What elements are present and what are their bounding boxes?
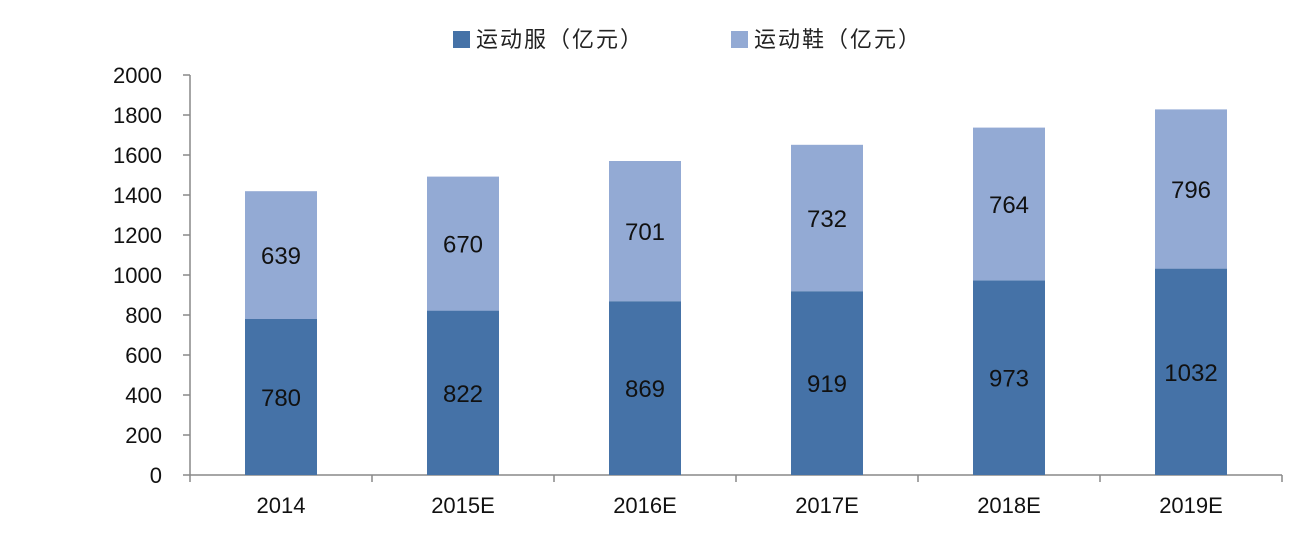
bar-footwear [245, 191, 317, 319]
data-label-footwear: 796 [1171, 177, 1211, 204]
y-tick-label: 200 [125, 423, 162, 448]
bar-apparel [609, 301, 681, 475]
legend-label-footwear: 运动鞋（亿元） [754, 28, 922, 53]
y-tick-label: 400 [125, 383, 162, 408]
data-label-footwear: 732 [807, 206, 847, 233]
y-tick-label: 1000 [113, 263, 162, 288]
data-label-apparel: 780 [261, 385, 301, 412]
bar-apparel [791, 291, 863, 475]
data-label-footwear: 701 [625, 219, 665, 246]
bar-footwear [609, 161, 681, 302]
x-category-label: 2014 [257, 493, 306, 518]
bar-footwear [791, 144, 863, 292]
bar-footwear [427, 176, 499, 311]
legend: 运动服（亿元） 运动鞋（亿元） [453, 28, 922, 53]
data-label-apparel: 973 [989, 366, 1029, 393]
y-tick-label: 600 [125, 343, 162, 368]
data-label-footwear: 764 [989, 192, 1029, 219]
y-tick-label: 0 [150, 463, 162, 488]
y-axis: 0 200 400 600 800 1000 1200 1400 1600 1800 2000 [113, 63, 191, 488]
y-tick-label: 1600 [113, 143, 162, 168]
legend-label-apparel: 运动服（亿元） [476, 28, 644, 53]
x-category-label: 2018E [977, 493, 1041, 518]
x-axis: 2014 2015E 2016E 2017E 2018E 2019E [189, 474, 1283, 518]
x-category-label: 2016E [613, 493, 677, 518]
legend-swatch-apparel [453, 31, 470, 48]
legend-swatch-footwear [731, 31, 748, 48]
y-tick-label: 800 [125, 303, 162, 328]
bar-footwear [1155, 109, 1227, 269]
bar-apparel [427, 310, 499, 475]
bar-apparel [1155, 268, 1227, 475]
data-label-apparel: 1032 [1164, 360, 1217, 387]
data-label-apparel: 919 [807, 371, 847, 398]
y-tick-label: 1800 [113, 103, 162, 128]
bar-apparel [973, 280, 1045, 475]
y-tick-label: 1400 [113, 183, 162, 208]
bar-footwear [973, 127, 1045, 281]
bars: 780 639 822 670 869 701 919 732 973 764 1032 796 [245, 109, 1227, 475]
data-label-footwear: 670 [443, 232, 483, 259]
data-label-apparel: 822 [443, 381, 483, 408]
x-category-label: 2019E [1159, 493, 1223, 518]
bar-apparel [245, 319, 317, 475]
x-category-label: 2015E [431, 493, 495, 518]
y-tick-label: 2000 [113, 63, 162, 88]
x-category-label: 2017E [795, 493, 859, 518]
y-tick-label: 1200 [113, 223, 162, 248]
data-label-footwear: 639 [261, 243, 301, 270]
data-label-apparel: 869 [625, 376, 665, 403]
